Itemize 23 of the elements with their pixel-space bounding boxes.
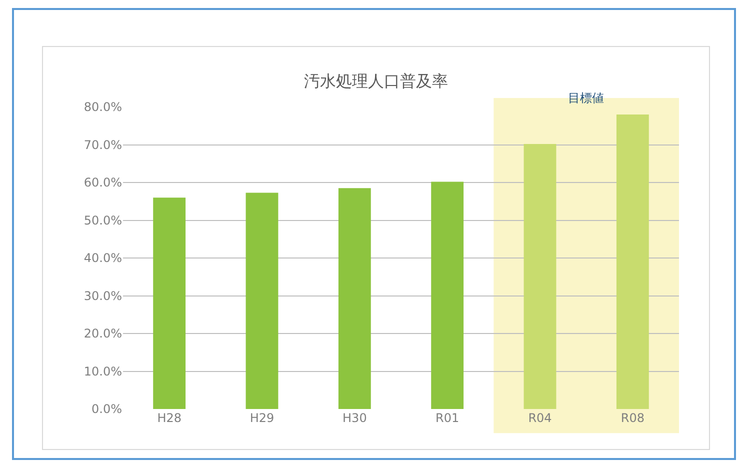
x-tick-label: R04 [528,411,552,425]
bar [431,182,464,409]
y-tick-label: 40.0% [84,251,122,266]
y-tick-label: 30.0% [84,288,122,303]
x-tick-label: H29 [250,411,274,425]
y-tick-label: 60.0% [84,176,122,190]
bar [524,144,556,409]
y-tick-label: 20.0% [84,326,122,341]
y-tick-label: 70.0% [84,138,122,152]
chart-title: 汚水処理人口普及率 [304,71,448,90]
bar [153,198,186,409]
y-tick-label: 10.0% [84,364,122,378]
x-tick-label: R01 [436,411,460,425]
x-tick-label: R08 [620,411,644,425]
band-label: 目標値 [568,91,604,105]
y-tick-label: 50.0% [84,213,122,228]
y-tick-label: 80.0% [84,100,122,114]
y-tick-label: 0.0% [92,402,122,416]
x-tick-label: H28 [157,411,182,425]
bar [616,114,649,409]
x-tick-label: H30 [342,411,367,425]
bar [246,192,278,409]
bar [338,188,371,409]
